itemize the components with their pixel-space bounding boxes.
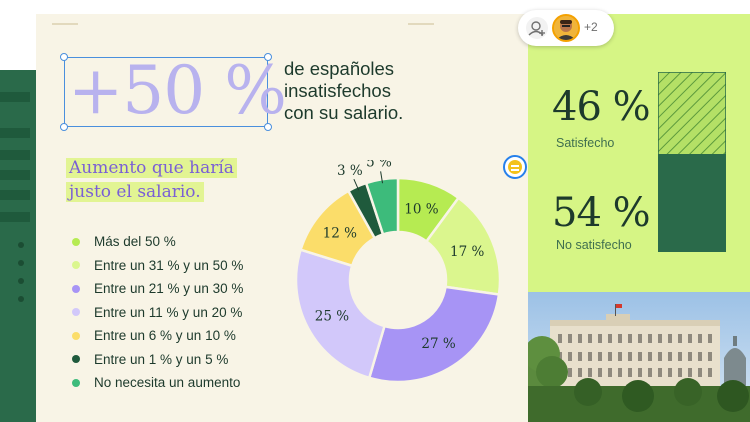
legend-item: Entre un 11 % y un 20 % [72, 301, 243, 325]
resize-handle-bl[interactable] [60, 123, 68, 131]
add-user-icon[interactable] [526, 17, 548, 39]
slice-value-label: 12 % [323, 226, 357, 242]
subheading-line: justo el salario. [66, 182, 204, 202]
stacked-bar-segment[interactable] [658, 154, 726, 252]
slice-value-label: 27 % [421, 336, 455, 352]
extra-collaborators-count[interactable]: +2 [584, 20, 598, 34]
satisfied-percentage: 46 % [552, 84, 651, 130]
donut-chart[interactable]: 10 % 17 % 27 % 25 % 12 % 3 %5 % [290, 160, 520, 400]
slice-value-label: 5 % [366, 160, 392, 171]
legend-label: Entre un 31 % y un 50 % [94, 257, 244, 273]
legend-swatch [72, 355, 80, 364]
palace-photo [528, 292, 750, 422]
donut-slice[interactable] [367, 285, 501, 384]
selection-box[interactable] [64, 57, 268, 127]
slice-value-label: 10 % [404, 202, 438, 218]
resize-handle-tr[interactable] [264, 53, 272, 61]
headline-percentage[interactable]: +50 % [68, 52, 287, 129]
donut-slice[interactable] [424, 196, 502, 296]
donut-slice[interactable] [364, 176, 400, 236]
satisfaction-stacked-bar[interactable] [658, 72, 726, 252]
left-decorative-strip [0, 70, 36, 422]
legend-item: Entre un 31 % y un 50 % [72, 254, 243, 278]
legend-label: Entre un 1 % y un 5 % [94, 351, 229, 367]
headline-line: insatisfechos [284, 80, 391, 101]
legend-item: No necesita un aumento [72, 371, 243, 395]
legend-item: Más del 50 % [72, 230, 243, 254]
legend-item: Entre un 21 % y un 30 % [72, 277, 243, 301]
satisfied-label: Satisfecho [556, 136, 615, 150]
legend-item: Entre un 1 % y un 5 % [72, 348, 243, 372]
stacked-bar-segment[interactable] [658, 72, 726, 156]
slice-value-label: 25 % [315, 308, 349, 324]
chart-subheading[interactable]: Aumento que haría justo el salario. [66, 156, 237, 204]
subheading-line: Aumento que haría [66, 158, 237, 178]
legend-swatch [72, 237, 80, 246]
legend-label: No necesita un aumento [94, 375, 241, 391]
legend-swatch [72, 308, 80, 317]
legend-label: Más del 50 % [94, 234, 176, 250]
chart-legend: Más del 50 % Entre un 31 % y un 50 % Ent… [72, 230, 243, 395]
resize-handle-tl[interactable] [60, 53, 68, 61]
legend-label: Entre un 11 % y un 20 % [94, 304, 243, 320]
comment-icon[interactable] [503, 155, 527, 179]
headline-line: de españoles [284, 58, 395, 79]
donut-slice[interactable] [294, 248, 387, 380]
resize-handle-br[interactable] [264, 123, 272, 131]
collaborators-widget[interactable]: +2 [518, 10, 614, 46]
legend-label: Entre un 21 % y un 30 % [94, 281, 244, 297]
headline-text[interactable]: de españoles insatisfechos con su salari… [284, 58, 403, 124]
legend-swatch [72, 261, 80, 270]
legend-swatch [72, 331, 80, 340]
slice-leader-line [380, 171, 384, 184]
headline-line: con su salario. [284, 102, 404, 123]
slice-leader-line [353, 179, 360, 191]
legend-label: Entre un 6 % y un 10 % [94, 328, 236, 344]
legend-item: Entre un 6 % y un 10 % [72, 324, 243, 348]
unsatisfied-label: No satisfecho [556, 238, 632, 252]
legend-swatch [72, 378, 80, 387]
avatar[interactable] [552, 14, 580, 42]
legend-swatch [72, 284, 80, 293]
unsatisfied-percentage: 54 % [552, 190, 651, 236]
slice-value-label: 3 % [337, 163, 363, 179]
slice-value-label: 17 % [450, 244, 484, 260]
